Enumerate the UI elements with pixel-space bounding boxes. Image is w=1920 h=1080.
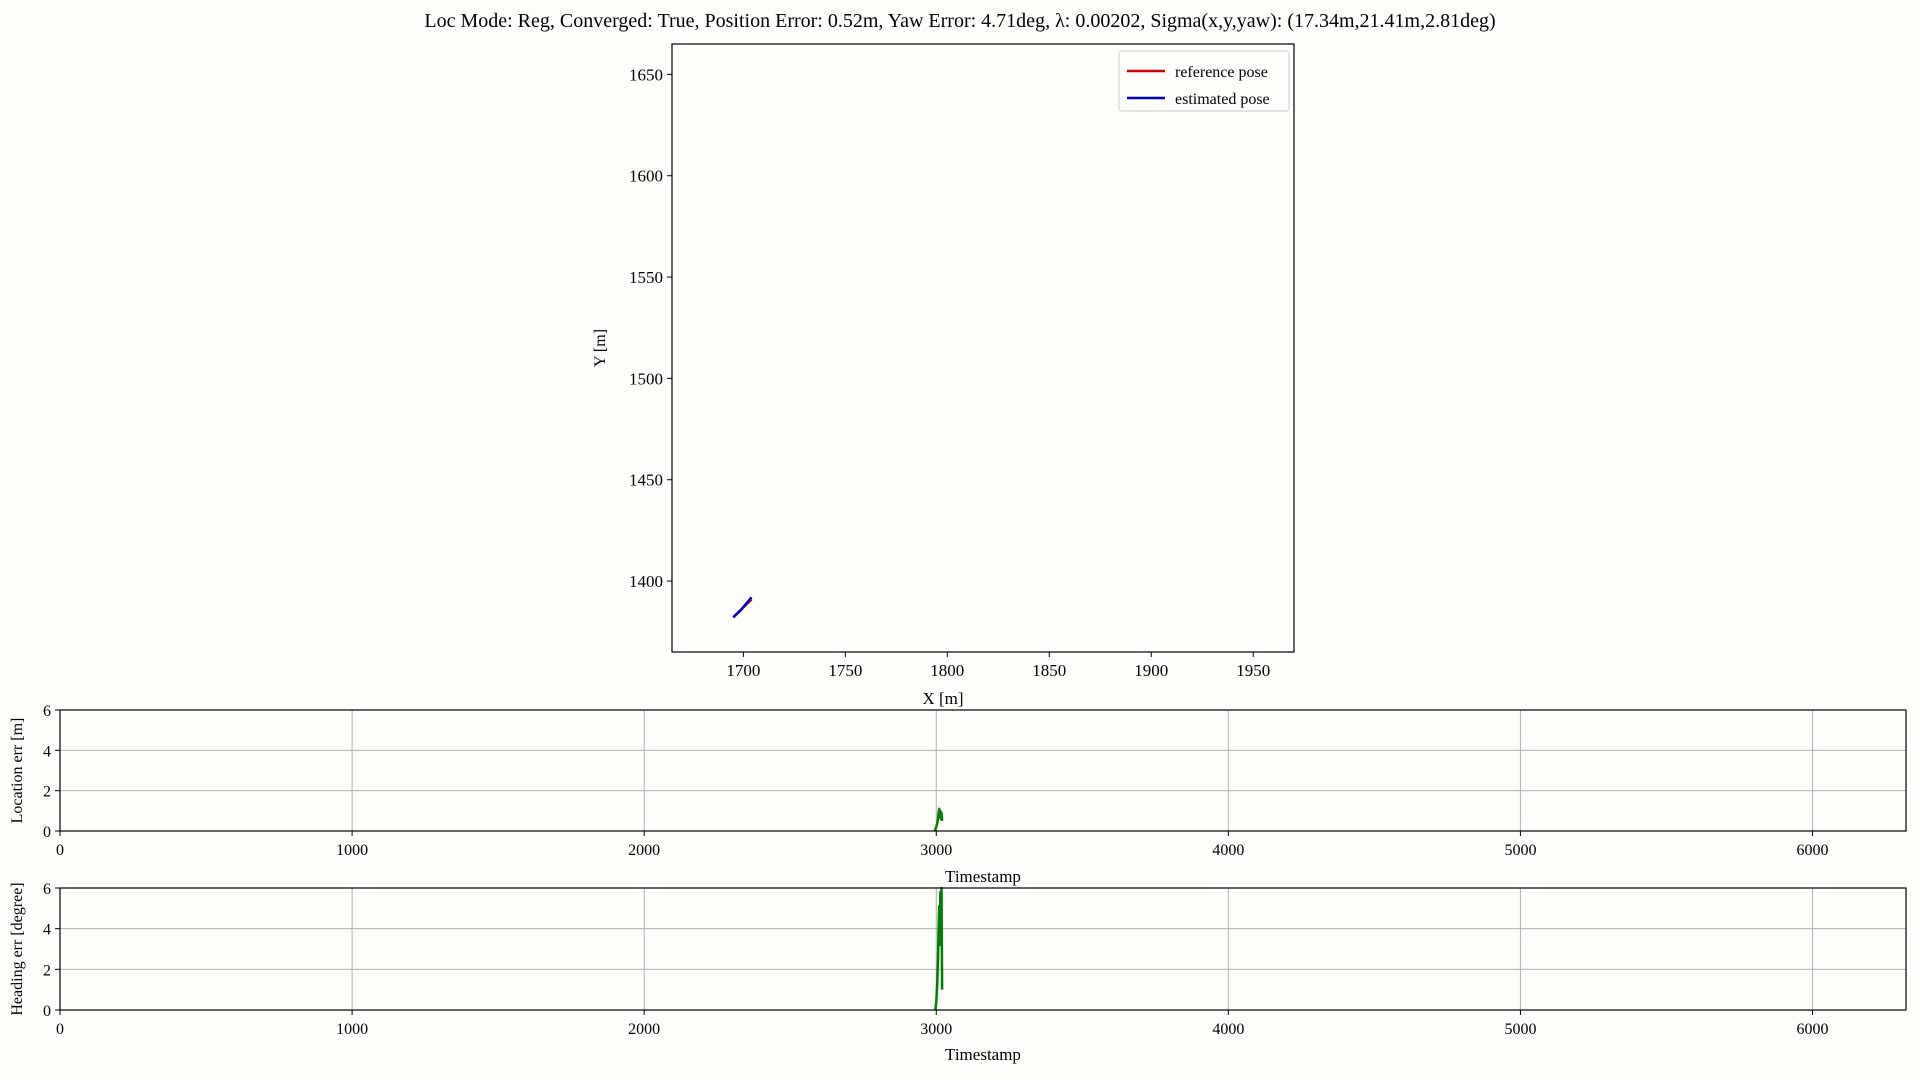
x-tick-label: 4000 [1212, 842, 1244, 859]
y-axis-label: Location err [m] [9, 718, 26, 824]
y-tick-label: 2 [43, 784, 51, 801]
x-tick-label: 0 [56, 1021, 64, 1038]
trajectory-plot: 1700 1750 1800 1850 1900 1950 1400 1450 1500 1550… [592, 43, 1295, 708]
x-tick-label: 1750 [828, 661, 862, 680]
x-tick-label: 5000 [1504, 1021, 1536, 1038]
y-tick-label: 2 [43, 962, 51, 979]
x-tick-label: 1000 [336, 1021, 368, 1038]
y-tick-label: 1500 [629, 369, 663, 388]
axes-frame [59, 709, 1907, 832]
y-axis-label: Y [m] [592, 329, 609, 367]
y-axis-label: Heading err [degree] [9, 882, 26, 1015]
series-line-error [934, 886, 944, 1011]
series-line-estimated-pose [732, 596, 753, 619]
y-tick-label: 4 [43, 922, 51, 939]
x-tick-label: 2000 [628, 842, 660, 859]
x-tick-label: 1800 [930, 661, 964, 680]
x-axis-label: Timestamp [945, 867, 1021, 886]
axes-frame [59, 887, 1907, 1011]
heading-error-plot: 0 1000 2000 3000 4000 5000 6000 0 2 4 6 Timestamp He… [9, 881, 1907, 1064]
x-tick-label: 4000 [1212, 1021, 1244, 1038]
legend-label: estimated pose [1175, 91, 1270, 108]
x-tick-label: 1000 [336, 842, 368, 859]
y-tick-label: 6 [43, 703, 51, 720]
y-tick-label: 1450 [629, 471, 663, 490]
location-error-plot: 0 1000 2000 3000 4000 5000 6000 0 2 4 6 Timestamp Lo… [9, 703, 1907, 886]
x-tick-label: 1950 [1236, 661, 1270, 680]
y-tick-label: 0 [43, 1003, 51, 1020]
y-tick-label: 1400 [629, 572, 663, 591]
y-tick-label: 6 [43, 881, 51, 898]
y-tick-label: 0 [43, 824, 51, 841]
x-tick-label: 1900 [1134, 661, 1168, 680]
series-line-error [933, 807, 944, 832]
legend-label: reference pose [1175, 64, 1268, 81]
x-tick-label: 0 [56, 842, 64, 859]
axes-frame [671, 43, 1295, 653]
y-tick-label: 1550 [629, 268, 663, 287]
y-tick-label: 1600 [629, 167, 663, 186]
x-tick-label: 1850 [1032, 661, 1066, 680]
x-axis-label: X [m] [922, 689, 963, 708]
x-axis-label: Timestamp [945, 1045, 1021, 1064]
legend-box [1118, 50, 1290, 112]
y-tick-label: 1650 [629, 65, 663, 84]
x-tick-label: 5000 [1504, 842, 1536, 859]
x-tick-label: 3000 [920, 1021, 952, 1038]
x-tick-label: 2000 [628, 1021, 660, 1038]
x-tick-label: 6000 [1797, 1021, 1829, 1038]
x-tick-label: 1700 [726, 661, 760, 680]
x-tick-label: 6000 [1797, 842, 1829, 859]
figure-title: Loc Mode: Reg, Converged: True, Position… [424, 10, 1496, 32]
y-tick-label: 4 [43, 743, 51, 760]
x-tick-label: 3000 [920, 842, 952, 859]
